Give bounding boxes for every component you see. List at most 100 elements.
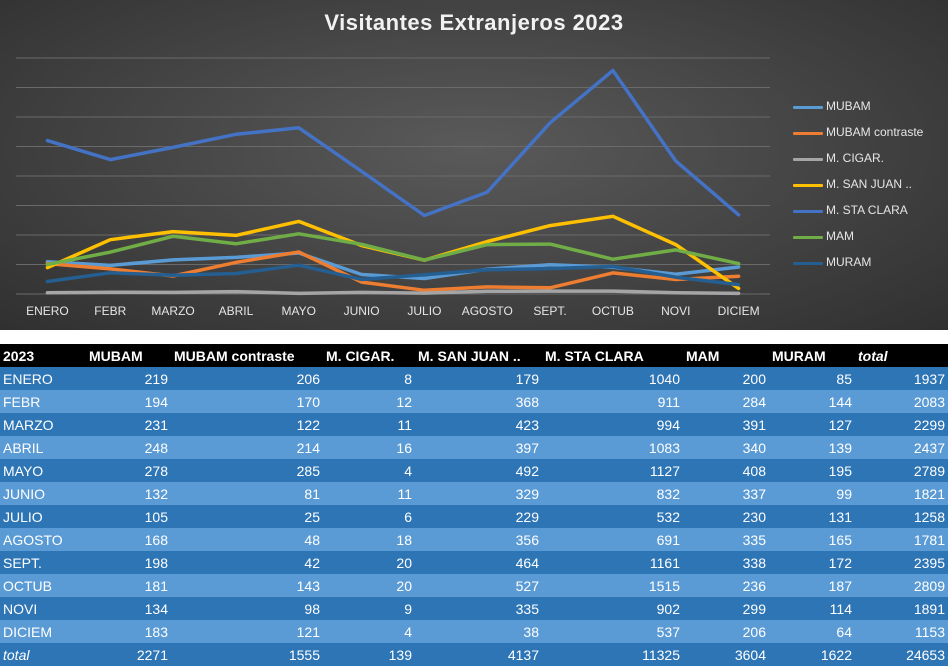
- column-header: 2023: [0, 344, 86, 367]
- table-cell: 11325: [542, 643, 683, 666]
- table-cell: 368: [415, 390, 542, 413]
- table-cell: 16: [323, 436, 415, 459]
- table-cell: 4: [323, 620, 415, 643]
- table-row: SEPT. 198 42 20 464 1161 338 172 2395: [0, 551, 948, 574]
- table-cell: 11: [323, 482, 415, 505]
- table-cell: 391: [683, 413, 769, 436]
- table-cell: 132: [86, 482, 171, 505]
- table-cell: 2789: [855, 459, 948, 482]
- table-cell: 278: [86, 459, 171, 482]
- series-line-4: [45, 68, 741, 218]
- table-cell: 122: [171, 413, 323, 436]
- x-tick-label: MARZO: [151, 304, 195, 318]
- column-header: M. CIGAR.: [323, 344, 415, 367]
- legend-label: MUBAM contraste: [826, 125, 924, 139]
- table-cell: 492: [415, 459, 542, 482]
- table-row: NOVI 134 98 9 335 902 299 114 1891: [0, 597, 948, 620]
- table-cell: 105: [86, 505, 171, 528]
- table-cell: 194: [86, 390, 171, 413]
- table-cell: 195: [769, 459, 855, 482]
- table-cell: 179: [415, 367, 542, 390]
- table-cell: 337: [683, 482, 769, 505]
- row-label: total: [0, 643, 86, 666]
- table-cell: 3604: [683, 643, 769, 666]
- table-cell: 230: [683, 505, 769, 528]
- table-row: OCTUB 181 143 20 527 1515 236 187 2809: [0, 574, 948, 597]
- table-cell: 902: [542, 597, 683, 620]
- table-cell: 48: [171, 528, 323, 551]
- table-cell: 6: [323, 505, 415, 528]
- table-cell: 11: [323, 413, 415, 436]
- table-cell: 532: [542, 505, 683, 528]
- table-cell: 127: [769, 413, 855, 436]
- column-header: total: [855, 344, 948, 367]
- table-cell: 1161: [542, 551, 683, 574]
- row-label: FEBR: [0, 390, 86, 413]
- table-cell: 423: [415, 413, 542, 436]
- column-header: M. STA CLARA: [542, 344, 683, 367]
- table-cell: 1040: [542, 367, 683, 390]
- table-cell: 464: [415, 551, 542, 574]
- table-cell: 285: [171, 459, 323, 482]
- x-tick-label: FEBR: [94, 304, 127, 318]
- table-cell: 527: [415, 574, 542, 597]
- row-label: SEPT.: [0, 551, 86, 574]
- table-cell: 2271: [86, 643, 171, 666]
- table-cell: 200: [683, 367, 769, 390]
- table-cell: 81: [171, 482, 323, 505]
- table-cell: 397: [415, 436, 542, 459]
- series-line-2: [45, 289, 741, 296]
- table-cell: 172: [769, 551, 855, 574]
- table-cell: 183: [86, 620, 171, 643]
- table-cell: 139: [323, 643, 415, 666]
- legend-swatch: [793, 210, 823, 213]
- table-cell: 4137: [415, 643, 542, 666]
- table-cell: 1821: [855, 482, 948, 505]
- table-cell: 2437: [855, 436, 948, 459]
- legend-label: MUBAM: [826, 99, 871, 113]
- table-row: ABRIL 248 214 16 397 1083 340 139 2437: [0, 436, 948, 459]
- column-header: M. SAN JUAN ..: [415, 344, 542, 367]
- row-label: ENERO: [0, 367, 86, 390]
- legend-swatch: [793, 262, 823, 265]
- legend-swatch: [793, 158, 823, 161]
- data-table: 2023 MUBAM MUBAM contraste M. CIGAR. M. SAN …: [0, 344, 948, 666]
- legend-label: M. SAN JUAN ..: [826, 177, 913, 191]
- row-label: ABRIL: [0, 436, 86, 459]
- x-tick-label: JULIO: [407, 304, 442, 318]
- legend-swatch: [793, 106, 823, 109]
- table-cell: 1781: [855, 528, 948, 551]
- table-cell: 206: [683, 620, 769, 643]
- table-cell: 2395: [855, 551, 948, 574]
- table-cell: 911: [542, 390, 683, 413]
- table-cell: 8: [323, 367, 415, 390]
- table-cell: 25: [171, 505, 323, 528]
- table-cell: 1891: [855, 597, 948, 620]
- series-line-6: [45, 263, 741, 287]
- table-cell: 24653: [855, 643, 948, 666]
- column-header: MUBAM contraste: [171, 344, 323, 367]
- legend-label: MAM: [826, 229, 854, 243]
- table-row: JULIO 105 25 6 229 532 230 131 1258: [0, 505, 948, 528]
- legend-label: M. CIGAR.: [826, 151, 885, 165]
- table-cell: 356: [415, 528, 542, 551]
- row-label: DICIEM: [0, 620, 86, 643]
- table-cell: 832: [542, 482, 683, 505]
- table-row: MAYO 278 285 4 492 1127 408 195 2789: [0, 459, 948, 482]
- table-cell: 229: [415, 505, 542, 528]
- table-cell: 121: [171, 620, 323, 643]
- x-tick-label: MAYO: [281, 304, 316, 318]
- table-cell: 338: [683, 551, 769, 574]
- table-cell: 38: [415, 620, 542, 643]
- table-cell: 85: [769, 367, 855, 390]
- x-tick-label: OCTUB: [591, 304, 634, 318]
- table-cell: 181: [86, 574, 171, 597]
- column-header: MURAM: [769, 344, 855, 367]
- table-cell: 20: [323, 551, 415, 574]
- table-cell: 1937: [855, 367, 948, 390]
- table-cell: 299: [683, 597, 769, 620]
- table-cell: 139: [769, 436, 855, 459]
- table-cell: 99: [769, 482, 855, 505]
- table-cell: 12: [323, 390, 415, 413]
- table-cell: 20: [323, 574, 415, 597]
